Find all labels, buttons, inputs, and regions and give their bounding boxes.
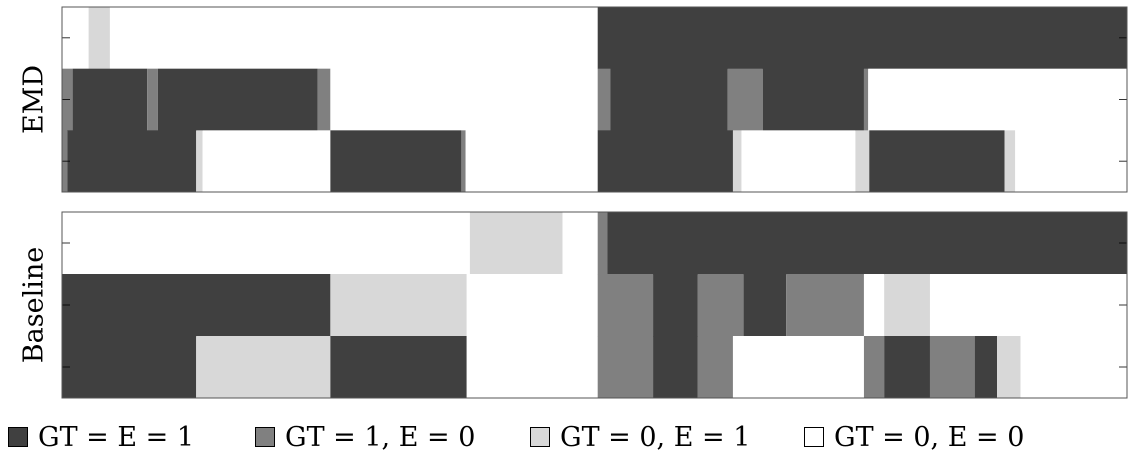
panel-label-emd: EMD bbox=[19, 65, 50, 134]
cell-emd-r1-s9 bbox=[762, 68, 864, 131]
cell-baseline-r2-s6 bbox=[697, 336, 733, 399]
cell-emd-r1-s7 bbox=[610, 68, 728, 131]
cell-baseline-r1-s4 bbox=[653, 274, 698, 337]
cell-emd-r2-s8 bbox=[732, 130, 742, 193]
cell-baseline-r0-s3 bbox=[597, 212, 608, 275]
legend-label-gt0-e1: GT = 0, E = 1 bbox=[560, 421, 751, 453]
cell-emd-r0-s3 bbox=[597, 7, 1127, 70]
cell-baseline-r1-s5 bbox=[697, 274, 744, 337]
cell-baseline-r2-s0 bbox=[62, 336, 197, 399]
cell-emd-r1-s5 bbox=[330, 68, 598, 131]
cell-emd-r1-s4 bbox=[317, 68, 331, 131]
panel-label-baseline: Baseline bbox=[19, 247, 50, 363]
cell-emd-r2-s4 bbox=[330, 130, 462, 193]
cell-baseline-r1-s0 bbox=[62, 274, 331, 337]
legend-swatch-gt0-e1 bbox=[530, 427, 550, 447]
cell-baseline-r1-s3 bbox=[597, 274, 654, 337]
cell-baseline-r0-s0 bbox=[62, 212, 470, 275]
cell-baseline-r1-s8 bbox=[863, 274, 885, 337]
legend: GT = E = 1 GT = 1, E = 0 GT = 0, E = 1 G… bbox=[0, 416, 1132, 457]
cell-baseline-r2-s11 bbox=[974, 336, 998, 399]
cell-emd-r2-s7 bbox=[597, 130, 733, 193]
cell-baseline-r2-s1 bbox=[196, 336, 331, 399]
cell-baseline-r1-s10 bbox=[929, 274, 1127, 337]
cell-baseline-r2-s13 bbox=[1020, 336, 1127, 399]
cell-baseline-r1-s9 bbox=[884, 274, 930, 337]
cell-emd-r2-s11 bbox=[869, 130, 1005, 193]
legend-label-gt1-e1: GT = E = 1 bbox=[38, 421, 195, 453]
panels-layer: EMD Baseline bbox=[19, 6, 1128, 399]
cell-baseline-r2-s3 bbox=[466, 336, 598, 399]
legend-swatch-gt1-e0 bbox=[255, 427, 275, 447]
legend-item-gt1-e0: GT = 1, E = 0 bbox=[255, 420, 475, 454]
cell-emd-r1-s3 bbox=[157, 68, 318, 131]
cell-baseline-r2-s4 bbox=[597, 336, 654, 399]
cell-baseline-r2-s2 bbox=[330, 336, 467, 399]
legend-item-gt1-e1: GT = E = 1 bbox=[8, 420, 194, 454]
cell-emd-r2-s9 bbox=[741, 130, 856, 193]
cell-emd-r1-s6 bbox=[597, 68, 611, 131]
cell-emd-r1-s2 bbox=[147, 68, 158, 131]
legend-swatch-gt1-e1 bbox=[8, 427, 28, 447]
cell-baseline-r2-s10 bbox=[929, 336, 975, 399]
cell-baseline-r1-s2 bbox=[466, 274, 598, 337]
cell-emd-r2-s10 bbox=[855, 130, 870, 193]
cell-emd-r1-s11 bbox=[868, 68, 1127, 131]
panel-frame bbox=[61, 211, 1128, 399]
cell-baseline-r0-s4 bbox=[607, 212, 1127, 275]
legend-item-gt0-e0: GT = 0, E = 0 bbox=[804, 420, 1024, 454]
cell-emd-r0-s1 bbox=[88, 7, 110, 70]
cell-baseline-r1-s6 bbox=[743, 274, 787, 337]
heatmap-figure: EMD Baseline bbox=[19, 6, 1128, 399]
cell-emd-r1-s10 bbox=[863, 68, 869, 131]
legend-item-gt0-e1: GT = 0, E = 1 bbox=[530, 420, 750, 454]
legend-label-gt1-e0: GT = 1, E = 0 bbox=[285, 421, 476, 453]
cell-emd-r2-s3 bbox=[202, 130, 331, 193]
cell-baseline-r0-s1 bbox=[469, 212, 563, 275]
cell-emd-r0-s2 bbox=[109, 7, 598, 70]
cell-baseline-r2-s5 bbox=[653, 336, 698, 399]
cell-emd-r2-s5 bbox=[461, 130, 466, 193]
cell-baseline-r0-s2 bbox=[562, 212, 598, 275]
cell-baseline-r1-s7 bbox=[786, 274, 864, 337]
cell-emd-r2-s12 bbox=[1004, 130, 1016, 193]
legend-label-gt0-e0: GT = 0, E = 0 bbox=[834, 421, 1025, 453]
cell-baseline-r2-s12 bbox=[997, 336, 1021, 399]
panel-frame bbox=[61, 6, 1128, 193]
cell-baseline-r1-s1 bbox=[330, 274, 467, 337]
cell-baseline-r2-s9 bbox=[884, 336, 930, 399]
cell-baseline-r2-s8 bbox=[863, 336, 885, 399]
panel-baseline: Baseline bbox=[19, 211, 1128, 399]
cell-emd-r1-s1 bbox=[72, 68, 148, 131]
cell-baseline-r2-s7 bbox=[732, 336, 864, 399]
cell-emd-r2-s6 bbox=[465, 130, 598, 193]
cell-emd-r2-s2 bbox=[196, 130, 203, 193]
panel-emd: EMD bbox=[19, 6, 1128, 193]
cell-emd-r2-s13 bbox=[1015, 130, 1127, 193]
cell-emd-r1-s8 bbox=[727, 68, 763, 131]
cell-emd-r2-s1 bbox=[67, 130, 197, 193]
legend-swatch-gt0-e0 bbox=[804, 427, 824, 447]
